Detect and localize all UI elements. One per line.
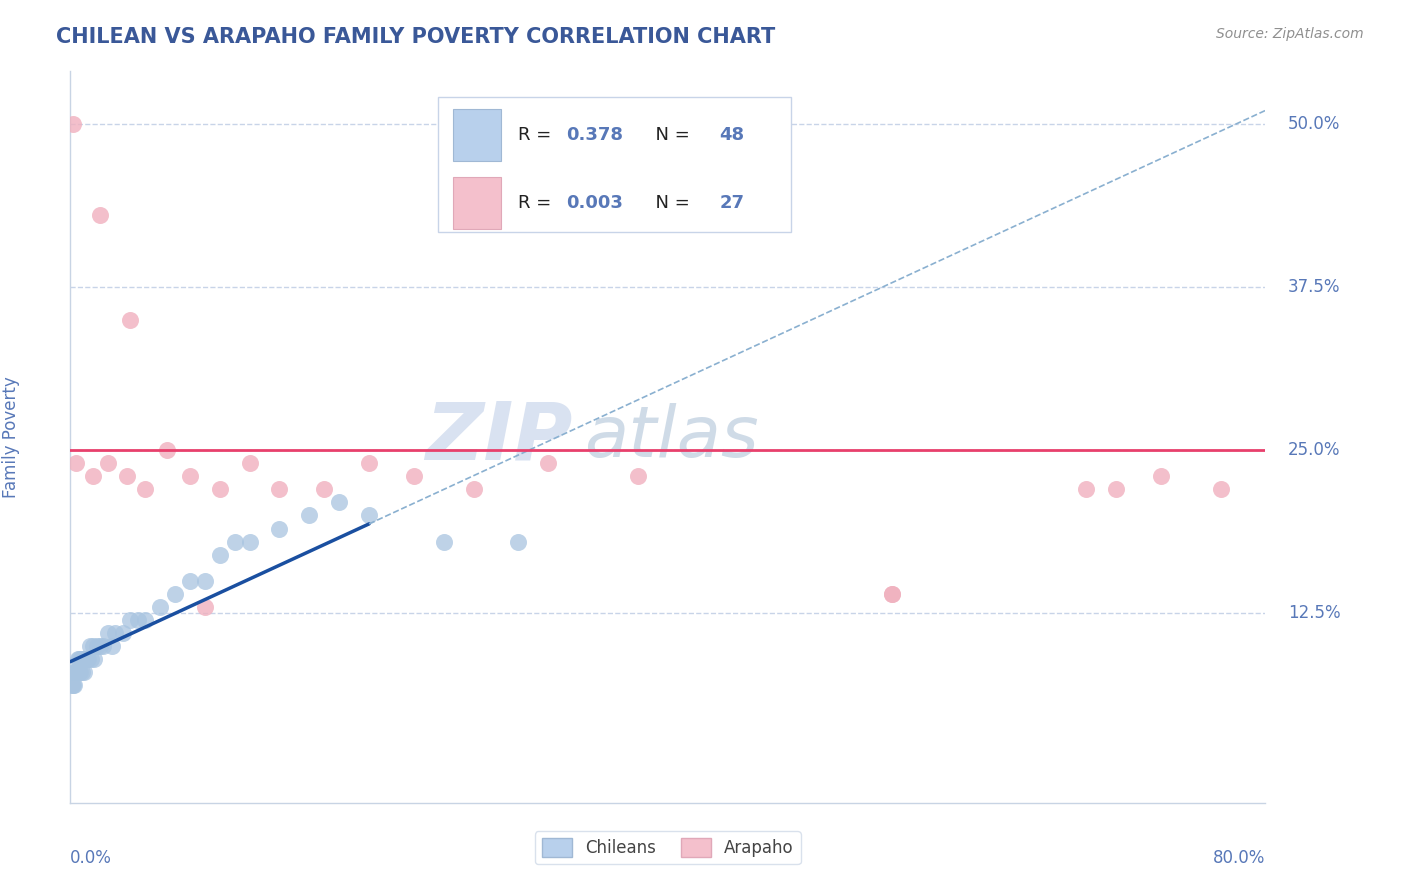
Point [67,652,90,666]
Point [104,626,127,640]
Point [62,117,84,131]
Point [163,587,186,601]
Point [62,678,84,692]
Point [1076,483,1098,497]
Point [402,469,425,483]
Point [86,639,108,653]
Point [67,665,90,680]
Point [79,639,101,653]
Text: atlas: atlas [585,402,759,472]
Text: N =: N = [644,194,696,212]
Point [60,678,83,692]
Point [359,456,381,470]
Point [1150,469,1173,483]
Text: Family Poverty: Family Poverty [1,376,20,498]
Point [65,665,87,680]
Point [269,483,291,497]
Point [134,613,156,627]
Point [70,665,93,680]
Text: R =: R = [519,194,557,212]
Text: 80.0%: 80.0% [1213,848,1265,866]
Point [208,483,231,497]
Point [63,665,86,680]
Point [65,456,87,470]
Point [1105,483,1128,497]
Point [62,665,84,680]
Text: 0.003: 0.003 [567,194,623,212]
Point [478,155,501,169]
Point [194,574,217,588]
Text: CHILEAN VS ARAPAHO FAMILY POVERTY CORRELATION CHART: CHILEAN VS ARAPAHO FAMILY POVERTY CORREL… [56,27,776,46]
Point [80,652,103,666]
Point [314,483,336,497]
Point [69,665,91,680]
Text: 37.5%: 37.5% [1288,278,1340,296]
Point [73,652,96,666]
Point [75,652,97,666]
Point [880,587,903,601]
Text: ZIP: ZIP [425,398,572,476]
Point [77,652,100,666]
Point [627,469,650,483]
FancyBboxPatch shape [453,110,501,161]
Point [880,587,903,601]
Point [72,652,94,666]
Text: N =: N = [644,126,696,144]
Point [194,599,217,614]
Point [66,665,89,680]
Point [76,652,98,666]
Point [179,574,201,588]
Text: 0.0%: 0.0% [70,848,112,866]
Legend: Chileans, Arapaho: Chileans, Arapaho [536,831,800,864]
FancyBboxPatch shape [453,178,501,228]
Point [115,469,138,483]
Point [101,639,124,653]
Point [111,626,134,640]
Point [82,469,104,483]
Point [127,613,149,627]
Text: 27: 27 [720,194,744,212]
Point [359,508,381,523]
Point [179,469,201,483]
Point [156,443,179,458]
FancyBboxPatch shape [439,97,792,232]
Point [73,665,96,680]
Point [66,652,89,666]
Point [537,456,560,470]
Point [239,534,262,549]
Point [328,495,350,509]
Point [65,665,87,680]
Text: 0.378: 0.378 [567,126,623,144]
Point [83,652,105,666]
Point [298,508,321,523]
Point [97,456,120,470]
Point [120,613,141,627]
Point [89,208,111,222]
Text: 48: 48 [720,126,744,144]
Point [97,626,120,640]
Point [134,483,156,497]
Text: R =: R = [519,126,557,144]
Point [463,483,485,497]
Point [208,548,231,562]
Point [89,639,111,653]
Point [120,312,141,326]
Point [91,639,114,653]
Point [70,652,93,666]
Point [82,639,104,653]
Point [239,456,262,470]
Text: 25.0%: 25.0% [1288,442,1340,459]
Text: 12.5%: 12.5% [1288,605,1340,623]
Point [508,534,530,549]
Text: 50.0%: 50.0% [1288,114,1340,133]
Point [269,521,291,535]
Point [69,652,91,666]
Point [224,534,246,549]
Point [63,678,86,692]
Point [1209,483,1232,497]
Text: Source: ZipAtlas.com: Source: ZipAtlas.com [1216,27,1364,41]
Point [433,534,456,549]
Point [149,599,172,614]
